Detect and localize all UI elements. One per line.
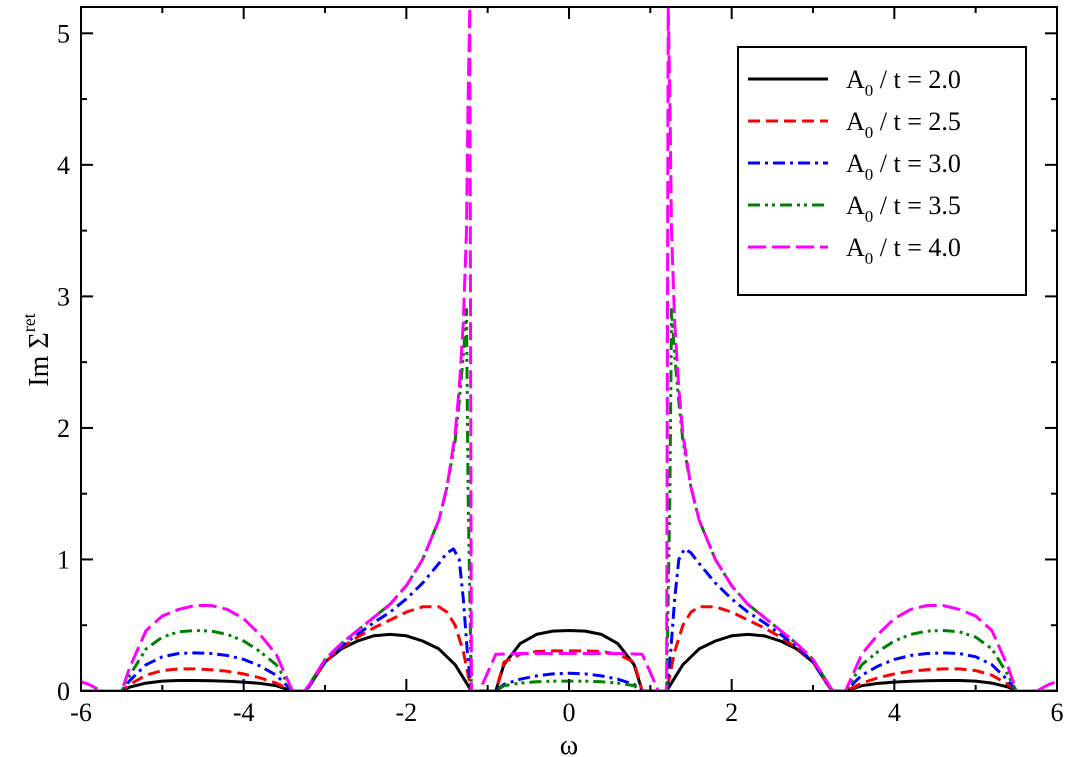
x-axis-label: ω <box>560 730 578 757</box>
y-tick-label: 4 <box>57 151 70 180</box>
y-axis-label: Im Σret <box>19 313 55 386</box>
legend-entry-3: A0 / t = 3.5 <box>846 191 961 226</box>
legend-entry-1: A0 / t = 2.5 <box>846 107 961 142</box>
x-tick-label: 0 <box>563 698 576 727</box>
series-line-1 <box>81 605 1057 691</box>
series-line-0 <box>81 629 1057 691</box>
labels-layer: -6 -4 -2 0 2 4 6 0 1 2 3 4 5 <box>57 19 1064 727</box>
y-tick-label: 3 <box>57 282 70 311</box>
y-tick-label: 1 <box>57 545 70 574</box>
x-tick-label: 6 <box>1051 698 1064 727</box>
legend-entry-4: A0 / t = 4.0 <box>846 233 961 268</box>
y-tick-label: 5 <box>57 19 70 48</box>
x-tick-label: -2 <box>395 698 417 727</box>
y-tick-label: 2 <box>57 414 70 443</box>
y-axis-label-sup: ret <box>19 313 39 332</box>
x-tick-label: 2 <box>725 698 738 727</box>
legend-entry-2: A0 / t = 3.0 <box>846 149 961 184</box>
legend: A0 / t = 2.0 A0 / t = 2.5 A0 / t = 3.0 A0 /… <box>737 46 1027 296</box>
x-tick-label: -4 <box>233 698 255 727</box>
series-line-2 <box>81 547 1057 691</box>
y-tick-label: 0 <box>57 677 70 706</box>
ticks-layer <box>80 7 1058 692</box>
legend-box <box>737 46 1027 296</box>
series-line-4 <box>81 7 1057 691</box>
x-tick-label: 4 <box>888 698 901 727</box>
x-tick-label: -6 <box>70 698 92 727</box>
series-line-3 <box>81 308 1057 691</box>
y-axis-label-main: Im Σ <box>24 332 55 386</box>
legend-entry-0: A0 / t = 2.0 <box>846 65 961 100</box>
